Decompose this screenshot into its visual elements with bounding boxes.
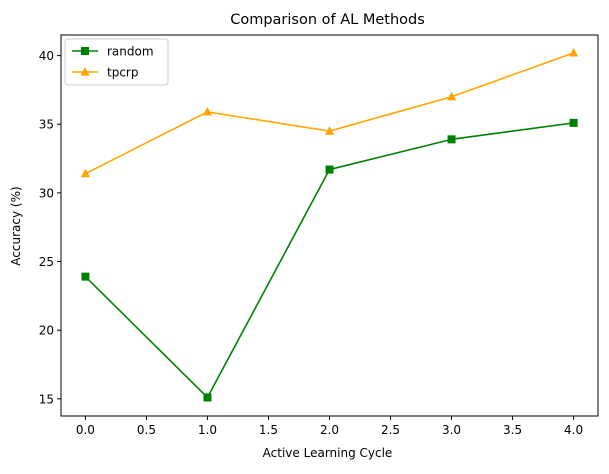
y-tick-label: 20 <box>39 324 54 338</box>
axes-layer: 0.0 0.5 1.0 1.5 2.0 2.5 3.0 3.5 4.0 15 20 25 30 35 40 <box>39 34 599 437</box>
legend-entry-random: random <box>72 45 154 59</box>
x-tick-label: 2.5 <box>381 423 400 437</box>
series-layer <box>80 47 579 402</box>
x-tick-label: 1.0 <box>198 423 217 437</box>
x-tick-label: 2.0 <box>320 423 339 437</box>
legend-label: random <box>107 45 154 59</box>
data-point-tpcrp <box>202 106 213 116</box>
y-tick-label: 25 <box>39 255 54 269</box>
x-tick-label: 3.5 <box>503 423 522 437</box>
x-tick-label: 0.0 <box>76 423 95 437</box>
data-point-random <box>325 165 334 174</box>
data-point-tpcrp <box>446 91 457 101</box>
legend-marker <box>80 67 90 76</box>
y-tick-label: 35 <box>39 118 54 132</box>
data-point-random <box>569 118 578 127</box>
x-axis-label: Active Learning Cycle <box>263 446 393 460</box>
plot-area <box>61 35 598 416</box>
data-point-tpcrp <box>80 168 91 178</box>
y-tick-label: 40 <box>39 49 54 63</box>
chart-title: Comparison of AL Methods <box>230 12 425 28</box>
series-tpcrp <box>80 47 579 178</box>
y-tick-label: 30 <box>39 186 54 200</box>
data-point-random <box>203 393 212 402</box>
legend-label: tpcrp <box>107 66 138 80</box>
x-tick-label: 4.0 <box>564 423 583 437</box>
y-axis-label: Accuracy (%) <box>9 186 23 265</box>
data-point-tpcrp <box>324 126 335 135</box>
data-point-random <box>447 135 456 144</box>
legend-marker <box>81 47 89 55</box>
x-tick-label: 1.5 <box>259 423 278 437</box>
legend-entry-tpcrp: tpcrp <box>72 66 138 80</box>
x-tick-label: 0.5 <box>137 423 156 437</box>
x-tick-label: 3.0 <box>442 423 461 437</box>
data-point-random <box>81 272 90 281</box>
y-tick-label: 15 <box>39 392 54 406</box>
legend: random tpcrp <box>64 38 169 86</box>
series-random <box>81 118 578 402</box>
data-point-tpcrp <box>568 47 579 57</box>
plot-background <box>61 35 598 416</box>
